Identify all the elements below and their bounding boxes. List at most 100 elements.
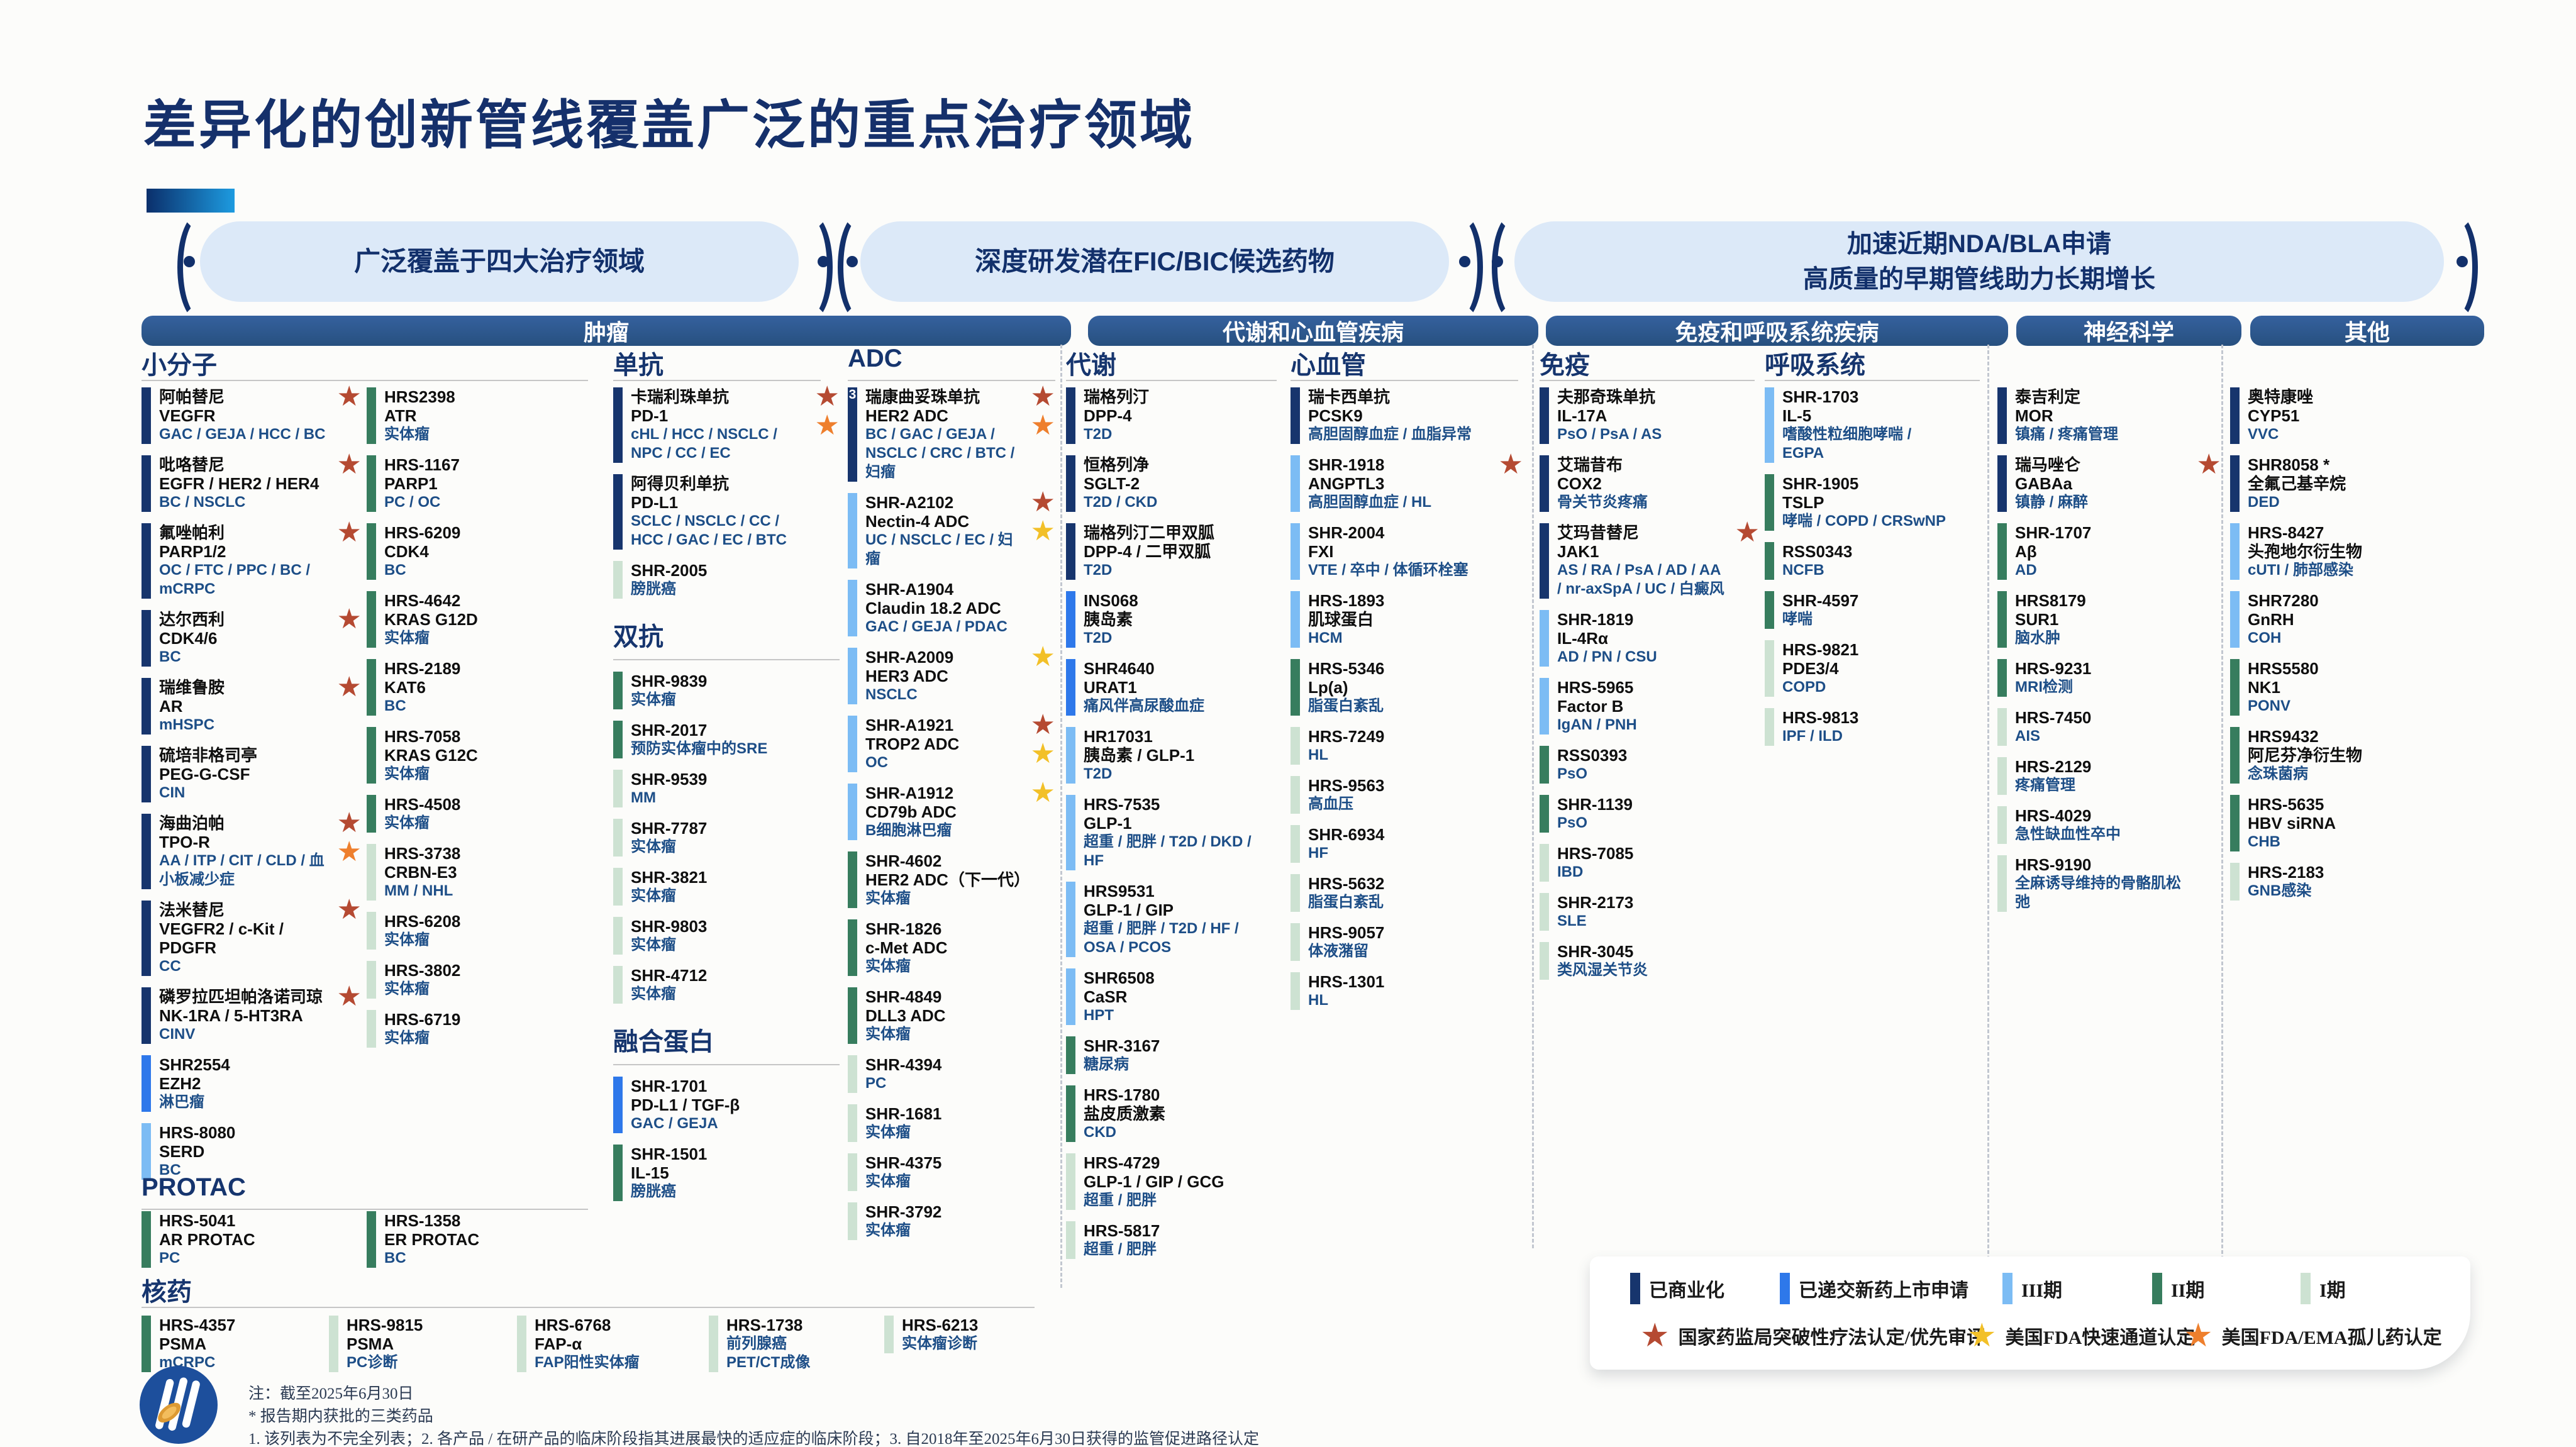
drug-indication: GAC / GEJA	[631, 1115, 718, 1132]
subheader-c6: 心血管	[1291, 352, 1366, 379]
pipeline-entry: HRS-6768 FAP-α FAP阳性实体瘤	[517, 1316, 731, 1372]
banner-connector-dot	[184, 256, 195, 267]
phase-bar-approved	[142, 987, 151, 1044]
pipeline-entry: SHR-A2102 Nectin-4 ADC UC / NSCLC / EC / 妇…	[848, 488, 1055, 568]
drug-target: DPP-4	[1084, 406, 1132, 425]
pipeline-entry: HRS9531 GLP-1 / GIP 超重 / 肥胖 / T2D / HF / O…	[1066, 882, 1283, 957]
drug-name: HRS-4729	[1084, 1153, 1160, 1172]
phase-bar-p3	[848, 493, 857, 568]
drug-target: Claudin 18.2 ADC	[865, 599, 1001, 618]
drug-indication: 实体瘤	[384, 629, 430, 646]
phase-bar-p1	[1997, 708, 2007, 746]
entry-text: HRS-1780 盐皮质激素 CKD	[1084, 1085, 1165, 1142]
drug-indication: DED	[2248, 494, 2280, 511]
phase-bar-p2	[367, 795, 376, 833]
drug-name: 艾瑞昔布	[1557, 455, 1623, 474]
entry-text: SHR-1918 ANGPTL3 高胆固醇血症 / HL	[1308, 455, 1431, 512]
phase-bar-p1	[613, 966, 623, 1004]
drug-name: SHR-2004	[1308, 523, 1385, 542]
phase-bar-p1	[367, 844, 376, 901]
pipeline-entry: SHR-4394 PC	[848, 1055, 1055, 1093]
phase-bar-approved	[142, 746, 151, 802]
drug-name: 艾玛昔替尼	[1557, 523, 1640, 542]
drug-name: SHR-3045	[1557, 942, 1634, 961]
drug-name: HRS9531	[1084, 882, 1155, 901]
drug-name: SHR-1703	[1782, 387, 1859, 406]
phase-bar-approved	[1291, 387, 1300, 444]
drug-indication: 脑水肿	[2015, 629, 2060, 646]
pipeline-entry: 氟唑帕利 PARP1/2 OC / FTC / PPC / BC / mCRPC ★	[142, 518, 362, 599]
drug-indication: 膀胱癌	[631, 1183, 676, 1200]
phase-bar-p2	[613, 672, 623, 709]
entry-text: HRS9432 阿尼芬净衍生物 念珠菌病	[2248, 727, 2362, 784]
drug-target: IL-5	[1782, 406, 1812, 425]
entry-text: 吡咯替尼 EGFR / HER2 / HER4 BC / NSCLC	[159, 455, 319, 512]
entry-text: HRS-3738 CRBN-E3 MM / NHL	[384, 844, 460, 901]
pipeline-entry: SHR-1139 PsO	[1540, 795, 1760, 833]
drug-name: HRS5580	[2248, 659, 2319, 678]
star-icon-red: ★	[1640, 1317, 1670, 1354]
pipeline-entry: 阿帕替尼 VEGFR GAC / GEJA / HCC / BC ★	[142, 382, 362, 444]
footnote-asterisk: * 报告期内获批的三类药品	[248, 1408, 433, 1425]
entry-text: HRS-4029 急性缺血性卒中	[2015, 806, 2121, 844]
drug-target: 盐皮质激素	[1084, 1104, 1166, 1123]
pipeline-entry: SHR-4602 HER2 ADC（下一代） 实体瘤	[848, 851, 1055, 908]
pipeline-entry: HRS-6719 实体瘤	[367, 1010, 606, 1048]
drug-indication: BC	[159, 648, 181, 665]
entry-text: SHR-A2009 HER3 ADC NSCLC	[865, 648, 953, 704]
entry-text: 海曲泊帕 TPO-R AA / ITP / CIT / CLD / 血小板减少症	[159, 814, 330, 889]
entry-text: HRS-1738 前列腺癌 PET/CT成像	[726, 1316, 810, 1372]
pipeline-entry: HRS-9815 PSMA PC诊断	[329, 1316, 543, 1372]
entry-text: HRS-1167 PARP1 PC / OC	[384, 455, 460, 512]
subheader-underline-c1	[142, 380, 588, 381]
phase-bar-approved	[1540, 455, 1549, 512]
drug-indication: AS / RA / PsA / AD / AA / nr-axSpA / UC …	[1557, 562, 1724, 597]
entry-text: SHR-3792 实体瘤	[865, 1202, 941, 1240]
drug-name: HRS-9057	[1308, 923, 1385, 942]
pipeline-entry: SHR-1905 TSLP 哮喘 / COPD / CRSwNP	[1765, 474, 1985, 531]
drug-indication: 体液潴留	[1308, 943, 1368, 960]
phase-bar-nda	[1066, 591, 1075, 648]
phase-bar-p1	[848, 1202, 857, 1240]
pipeline-entry: 奥特康唑 CYP51 VVC	[2230, 387, 2482, 444]
drug-target: PDE3/4	[1782, 659, 1839, 678]
subheader-protac: PROTAC	[142, 1173, 246, 1201]
star-icon-yellow: ★	[1967, 1317, 1997, 1354]
phase-bar-p1	[848, 1153, 857, 1191]
group-divider	[1060, 345, 1062, 1288]
drug-indication: 镇静 / 麻醉	[2015, 494, 2089, 511]
phase-bar-approved	[1540, 523, 1549, 599]
phase-bar-p1	[1291, 825, 1300, 863]
drug-name: 瑞卡西单抗	[1308, 387, 1391, 406]
drug-indication: 淋巴瘤	[159, 1094, 204, 1111]
drug-name: SHR-1905	[1782, 474, 1859, 493]
entry-stars: ★ ★	[337, 809, 362, 867]
entry-text: HRS-5635 HBV siRNA CHB	[2248, 795, 2336, 851]
drug-indication: COPD	[1782, 679, 1826, 696]
entry-stars: ★	[337, 605, 362, 634]
drug-target: FAP-α	[535, 1334, 582, 1353]
drug-indication: 脂蛋白紊乱	[1308, 697, 1384, 714]
drug-indication: BC / NSCLC	[159, 494, 246, 511]
phase-bar-approved	[142, 523, 151, 599]
drug-name: HRS8179	[2015, 591, 2086, 610]
drug-indication: PC	[159, 1250, 180, 1267]
entry-text: SHR-9839 实体瘤	[631, 672, 707, 709]
drug-target: CaSR	[1084, 987, 1128, 1006]
pipeline-entry: 瑞格列汀二甲双胍 DPP-4 / 二甲双胍 T2D	[1066, 523, 1283, 580]
drug-name: 海曲泊帕	[159, 814, 225, 833]
phase-bar-p3	[142, 1123, 151, 1180]
pipeline-column-c1: 阿帕替尼 VEGFR GAC / GEJA / HCC / BC ★ 吡咯替尼 EGFR …	[142, 382, 362, 1180]
drug-name: SHR-3792	[865, 1202, 942, 1221]
drug-indication: MM	[631, 789, 656, 806]
subheader-underline-c8	[1765, 380, 1980, 381]
pipeline-entry: SHR-1918 ANGPTL3 高胆固醇血症 / HL ★	[1291, 450, 1523, 512]
pipeline-entry: HR17031 胰岛素 / GLP-1 T2D	[1066, 727, 1283, 784]
legend-star-label: 美国FDA/EMA孤儿药认定	[2221, 1328, 2442, 1348]
phase-bar-p2	[367, 455, 376, 512]
legend-star-label: 国家药监局突破性疗法认定/优先审评	[1678, 1328, 1985, 1348]
star-icon-red: ★	[336, 981, 362, 1012]
phase-bar-p2	[1066, 1085, 1075, 1142]
entry-text: HRS-8080 SERD BC	[159, 1123, 235, 1180]
pipeline-entry: SHR-4375 实体瘤	[848, 1153, 1055, 1191]
